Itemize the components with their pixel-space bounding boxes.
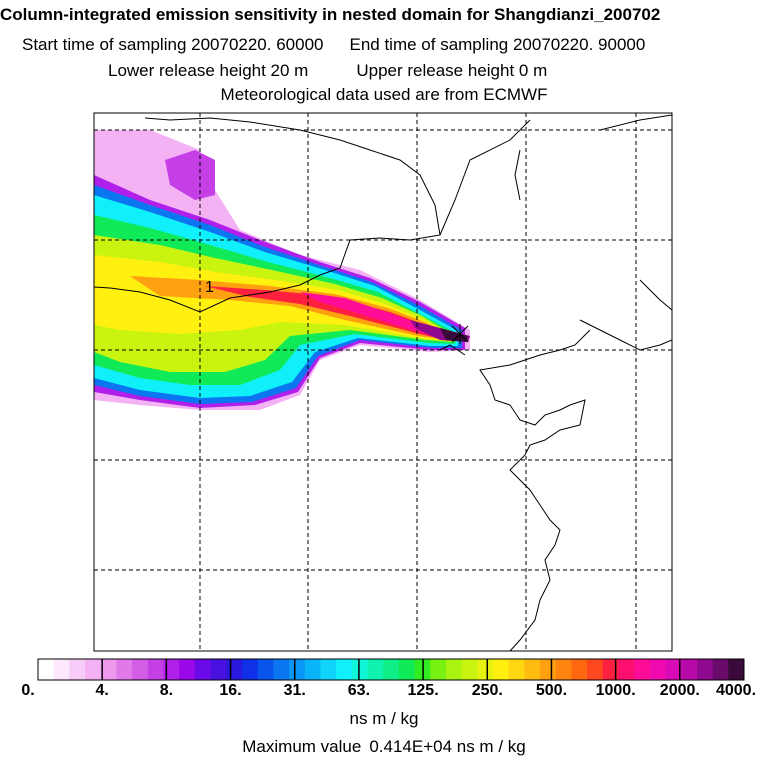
sampling-times: Start time of sampling 20070220. 60000 En… [22,35,645,55]
colorbar-segment [587,659,604,680]
graticule [94,113,672,651]
colorbar-segment [492,659,510,680]
colorbar-segment [712,659,729,680]
coastline-north [94,117,441,313]
colorbar-tick-label: 4000. [715,682,757,699]
colorbar-segment [116,659,133,680]
maximum-value-number: 0.414E+04 ns m / kg [369,737,526,756]
colorbar-segment [477,659,494,680]
colorbar-segment [540,659,557,680]
release-heights: Lower release height 20 m Upper release h… [108,61,547,81]
colorbar-segment [430,659,447,680]
colorbar-segment [132,659,149,680]
coastline-east [439,119,531,236]
colorbar-segment [524,659,541,680]
plume-layer-orange [130,276,450,340]
colorbar-segment [179,659,196,680]
coastline-korea-north [579,319,672,351]
colorbar-segment [257,659,274,680]
colorbar-segment [273,659,290,680]
colorbar-segment [289,659,306,680]
maximum-value-label: Maximum value [242,737,362,756]
colorbar-segment [147,659,165,680]
colorbar-segment [383,659,400,680]
plume-layer-magenta [300,292,452,341]
coastline-near-site [439,344,466,356]
colorbar-segment [194,659,212,680]
colorbar-tick-label: 16. [219,682,242,699]
colorbar-segment [69,659,86,680]
colorbar-segments [38,659,745,680]
colorbar-segment [351,659,368,680]
colorbar-tick-label: 4. [95,682,109,699]
colorbar-segment [555,659,572,680]
colorbar-segment [241,659,259,680]
colorbar-segment [53,659,70,680]
colorbar-segment [210,659,227,680]
plume-lobe-purple [165,150,215,200]
colorbar-segment [304,659,321,680]
plume-core [440,328,468,342]
colorbar-tick-label: 2000. [659,682,700,699]
release-marker-label: 1 [205,279,214,296]
end-time-text: End time of sampling 20070220. 90000 [349,35,646,54]
release-site-marker [451,324,469,344]
upper-release-height-text: Upper release height 0 m [356,61,548,80]
colorbar-segment [602,659,619,680]
colorbar-segment [226,659,243,680]
colorbar-segment [398,659,416,680]
colorbar-segment [38,659,55,680]
colorbar-segment [728,659,745,680]
coastlines [94,114,672,651]
colorbar-tick-label: 1000. [595,682,636,699]
colorbar-segment [336,659,353,680]
colorbar-tick-label: 500. [535,682,568,699]
colorbar-segment [634,659,651,680]
coastline-east-2 [514,149,521,201]
colorbar-segment [618,659,635,680]
colorbar-frame [37,658,745,681]
colorbar-tick-label: 0. [21,682,35,699]
colorbar-segment [445,659,463,680]
colorbar-segment [665,659,682,680]
colorbar-tick-label: 31. [283,682,306,699]
colorbar-tick-label: 8. [159,682,174,699]
colorbar-segment [696,659,714,680]
colorbar-segment [100,659,117,680]
colorbar-segment [649,659,667,680]
colorbar-segment [320,659,337,680]
colorbar-tick-label: 125. [407,682,439,699]
coastline-korea [479,329,591,651]
start-time-text: Start time of sampling 20070220. 60000 [22,35,324,54]
colorbar-segment [163,659,180,680]
colorbar-segment [508,659,525,680]
colorbar-segment [85,659,102,680]
plot-title: Column-integrated emission sensitivity i… [0,5,661,24]
colorbar-segment [681,659,698,680]
map-frame [93,112,673,652]
colorbar-segment [367,659,384,680]
colorbar-tick-label: 63. [347,682,371,699]
colorbar-ticks [101,659,681,680]
colorbar-segment [571,659,588,680]
colorbar-tick-label: 250. [471,682,503,699]
maximum-value: Maximum value 0.414E+04 ns m / kg [0,737,768,757]
met-data-source: Meteorological data used are from ECMWF [220,85,548,104]
colorbar-segment [461,659,478,680]
coastline-northeast [599,114,672,131]
coastline-east-3 [639,279,672,311]
colorbar-units: ns m / kg [349,709,419,728]
lower-release-height-text: Lower release height 20 m [108,61,309,80]
